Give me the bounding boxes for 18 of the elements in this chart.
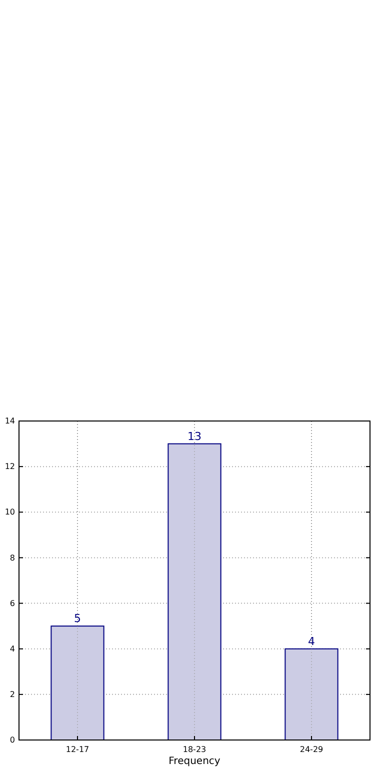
y-tick-label: 12 [4, 462, 15, 472]
y-tick-label: 10 [4, 508, 15, 517]
bar [50, 626, 104, 740]
y-tick-label: 8 [10, 553, 15, 562]
y-tick-label: 0 [10, 736, 15, 745]
data-label: 13 [188, 430, 202, 443]
x-tick-label: 18-23 [182, 745, 206, 754]
bar [284, 648, 338, 740]
y-tick-label: 6 [10, 598, 15, 608]
x-tick-label: 12-17 [66, 745, 90, 754]
x-tick-label: 24-29 [300, 745, 324, 754]
data-label: 4 [308, 634, 315, 648]
data-label: 5 [74, 612, 81, 626]
y-tick-label: 14 [4, 416, 15, 426]
y-tick-label: 4 [10, 644, 15, 654]
x-axis-title: Frequency [168, 756, 220, 767]
bar [168, 443, 222, 740]
y-tick-label: 2 [10, 690, 15, 699]
